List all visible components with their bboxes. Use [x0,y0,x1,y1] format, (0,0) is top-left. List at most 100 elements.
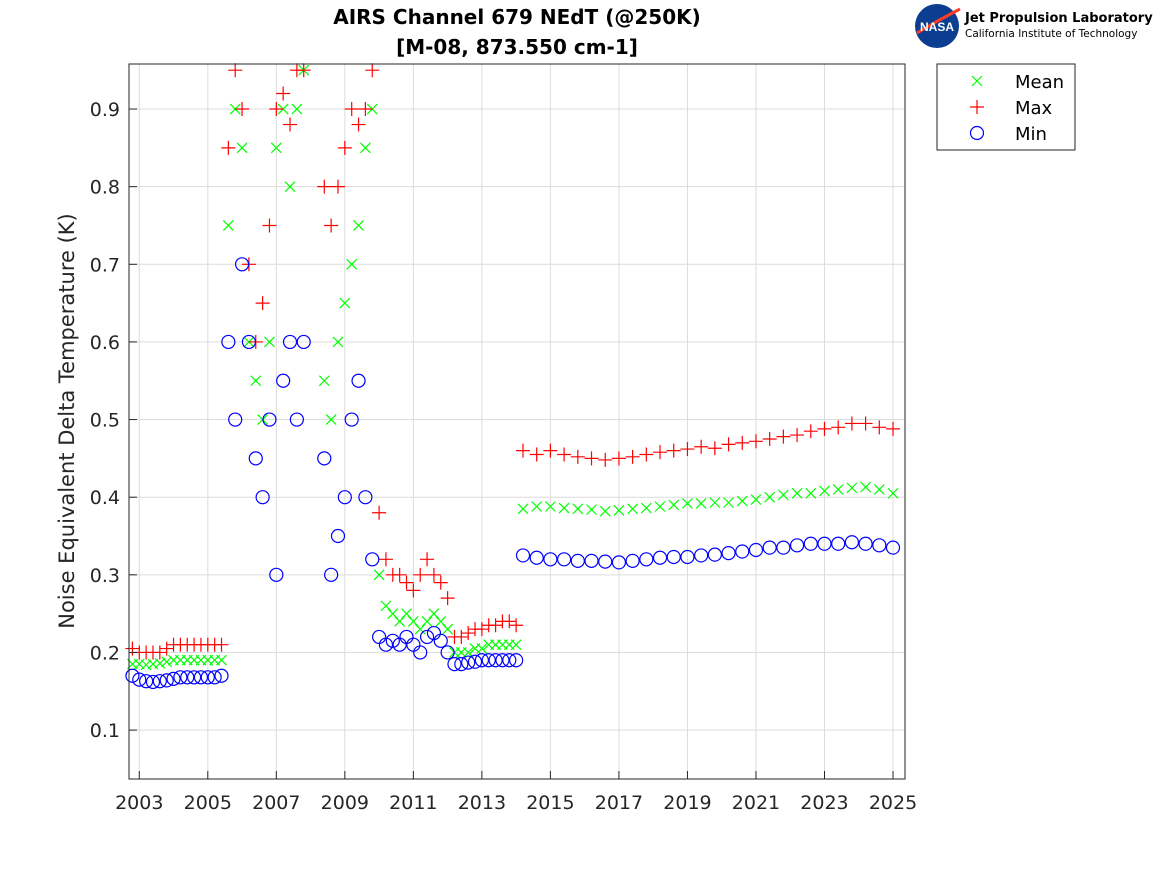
point-min [789,538,805,553]
chart-title: AIRS Channel 679 NEdT (@250K) [M-08, 873… [217,2,817,62]
point-min [337,490,352,505]
point-min [173,670,188,685]
point-min [269,567,284,582]
point-mean [682,497,693,509]
point-min [515,548,531,563]
point-max [570,449,585,464]
x-tick-label: 2013 [458,792,506,814]
legend-label-max: Max [1015,98,1053,119]
nasa-meatball-icon: NASA [915,4,961,48]
point-min [180,670,195,685]
point-mean [421,615,433,627]
point-max [515,443,530,458]
point-min [385,633,400,648]
point-max [440,591,455,606]
point-min [502,653,517,668]
point-mean [236,142,248,154]
point-max [337,140,352,155]
point-min [200,670,215,685]
point-min [858,536,873,551]
x-tick-label: 2009 [321,792,369,814]
point-max [584,451,599,466]
point-min [481,653,496,668]
point-mean [736,495,748,507]
point-max [152,645,167,660]
point-max [324,218,339,233]
y-tick-label: 0.1 [90,720,120,742]
point-max [330,179,345,194]
point-mean [640,502,652,514]
point-min [570,553,585,568]
point-max [420,552,435,567]
point-min [694,548,709,563]
point-min [221,334,236,350]
point-mean [599,505,611,517]
point-mean [723,497,734,509]
point-max [214,637,229,652]
point-mean [387,608,399,620]
point-min [289,412,304,427]
point-mean [339,297,351,309]
point-min [324,567,339,582]
point-max [255,296,270,311]
point-min [735,544,750,559]
point-mean [517,503,529,515]
y-tick-label: 0.9 [90,99,120,121]
point-mean [709,497,721,509]
point-max [269,102,284,117]
point-max [365,63,380,78]
point-min [282,334,298,350]
point-min [831,536,846,551]
point-min [611,555,627,570]
y-tick-label: 0.7 [90,254,120,276]
point-mean [846,482,858,494]
point-max [399,575,414,590]
point-min [358,490,373,505]
point-min [372,629,387,645]
point-max [858,416,873,431]
point-max [872,420,887,435]
point-mean [435,615,447,627]
x-tick-label: 2003 [115,792,163,814]
point-mean [558,502,570,514]
point-min [584,553,599,568]
point-mean [373,569,385,581]
point-min [139,674,154,689]
x-tick-label: 2017 [595,792,643,814]
point-min [214,668,229,683]
point-min [639,552,654,567]
point-mean [887,487,899,499]
point-max [680,442,695,457]
point-max [392,567,407,582]
point-mean [627,503,639,515]
point-min [666,549,681,565]
point-min [365,552,380,567]
point-max [557,447,572,462]
point-min [234,257,250,272]
point-min [228,412,243,427]
point-max [317,179,332,194]
point-mean [860,481,872,493]
point-min [652,550,668,565]
point-max [790,428,805,443]
point-mean [401,608,412,620]
point-max [406,583,421,598]
point-min [762,540,777,555]
point-min [474,653,489,668]
svg-text:NASA: NASA [920,20,954,34]
point-max [344,102,359,117]
point-min [557,552,572,567]
point-max [844,416,859,431]
x-tick-label: 2011 [389,792,437,814]
point-max [454,629,469,644]
point-min [125,668,140,683]
point-mean [832,484,844,495]
x-tick-label: 2021 [732,792,780,814]
point-max [351,117,366,132]
point-mean [764,491,776,503]
point-mean [154,657,166,669]
point-min [495,653,510,668]
y-tick-label: 0.3 [90,565,120,587]
point-mean [284,181,296,193]
point-min [351,373,366,388]
